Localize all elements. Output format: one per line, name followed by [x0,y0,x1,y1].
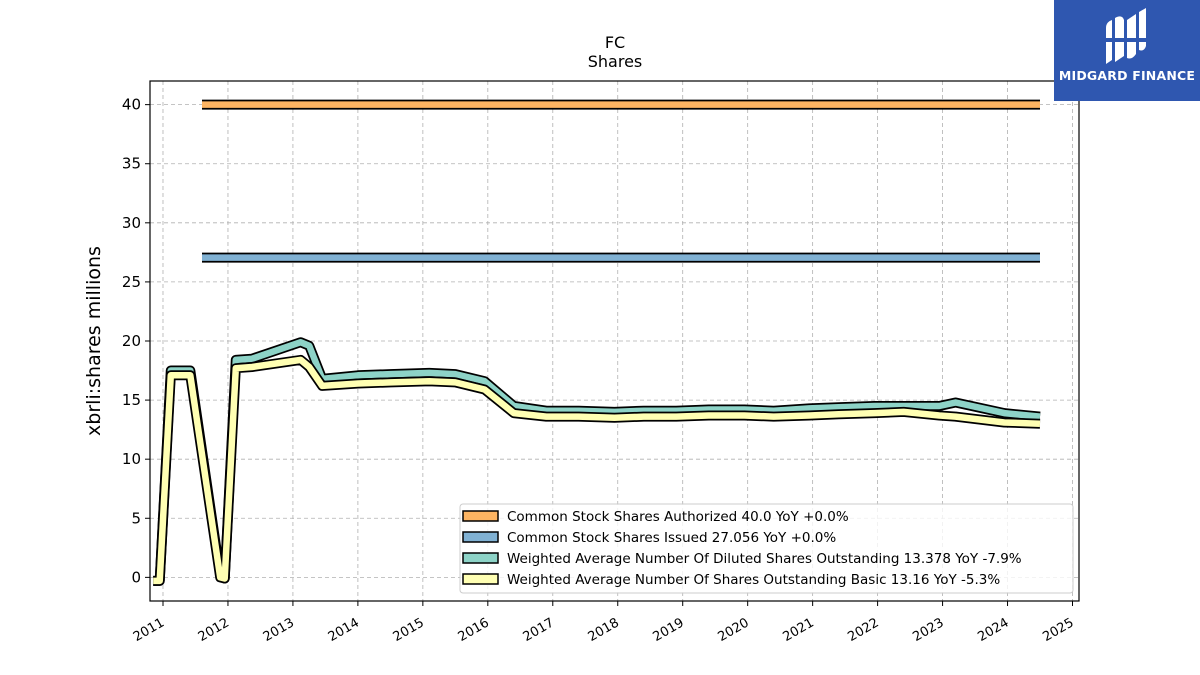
legend-swatch-diluted [462,552,499,564]
y-tick-label: 30 [122,214,141,232]
y-axis-label: xbrli:shares millions [83,246,105,436]
logo-mark-icon [1106,8,1146,64]
midgard-finance-logo: MIDGARD FINANCE [1054,0,1200,101]
x-tick-label: 2021 [780,615,816,645]
y-tick-label: 35 [122,155,141,173]
x-tick-label: 2011 [131,615,167,645]
y-tick-label: 20 [122,332,141,350]
legend-swatch-authorized [462,510,499,522]
x-tick-label: 2017 [521,615,557,645]
legend: Common Stock Shares Authorized 40.0 YoY … [459,503,1074,594]
legend-label-basic: Weighted Average Number Of Shares Outsta… [507,572,1000,588]
x-axis-ticks: 2011 2012 2013 2014 2015 2016 2017 2018 2019 2020… [131,601,1077,645]
y-tick-label: 15 [122,391,141,409]
legend-box [459,503,1074,594]
x-tick-label: 2024 [975,615,1011,645]
y-tick-label: 0 [131,568,141,586]
basic-series-line [153,356,1041,585]
series-layer [153,99,1041,586]
x-tick-label: 2025 [1040,615,1076,645]
chart-title: FC [605,33,625,52]
y-tick-label: 25 [122,273,141,291]
x-tick-label: 2013 [261,615,297,645]
legend-swatch-issued [462,531,499,543]
x-tick-label: 2012 [196,615,232,645]
x-tick-label: 2014 [326,615,362,645]
x-tick-label: 2016 [456,615,492,645]
y-tick-label: 40 [122,96,141,114]
y-axis-ticks: 0 5 10 15 20 25 30 35 40 [122,96,150,586]
x-tick-label: 2015 [391,615,427,645]
legend-label-authorized: Common Stock Shares Authorized 40.0 YoY … [507,509,849,525]
y-tick-label: 5 [131,509,141,527]
logo-text: MIDGARD FINANCE [1058,68,1196,83]
x-tick-label: 2020 [716,615,752,645]
x-tick-label: 2019 [651,615,687,645]
legend-label-issued: Common Stock Shares Issued 27.056 YoY +0… [507,530,836,546]
x-tick-label: 2022 [845,615,881,645]
y-tick-label: 10 [122,450,141,468]
x-tick-label: 2023 [910,615,946,645]
x-tick-label: 2018 [586,615,622,645]
legend-swatch-basic [462,573,499,585]
chart-subtitle: Shares [588,52,643,71]
legend-label-diluted: Weighted Average Number Of Diluted Share… [507,551,1022,567]
